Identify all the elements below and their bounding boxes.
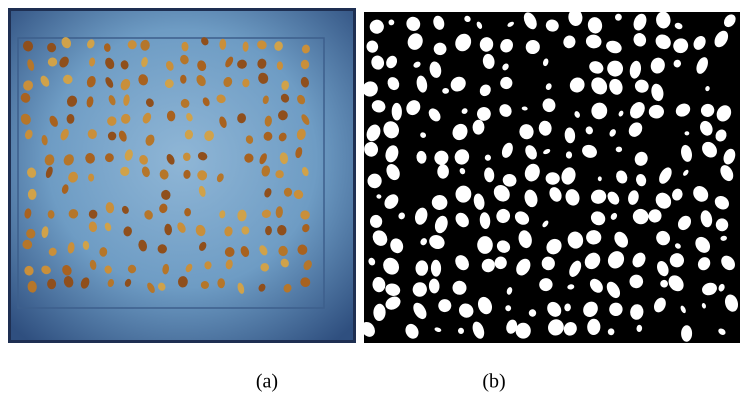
panel-label: (a)	[256, 371, 278, 393]
blob	[477, 236, 493, 254]
panel-binary	[358, 8, 740, 343]
panel-label: (b)	[482, 371, 505, 393]
seed	[108, 132, 116, 141]
panel-photo	[8, 8, 356, 343]
figure: (a) (b)	[0, 0, 740, 405]
seed	[88, 174, 94, 182]
seed	[275, 170, 283, 178]
